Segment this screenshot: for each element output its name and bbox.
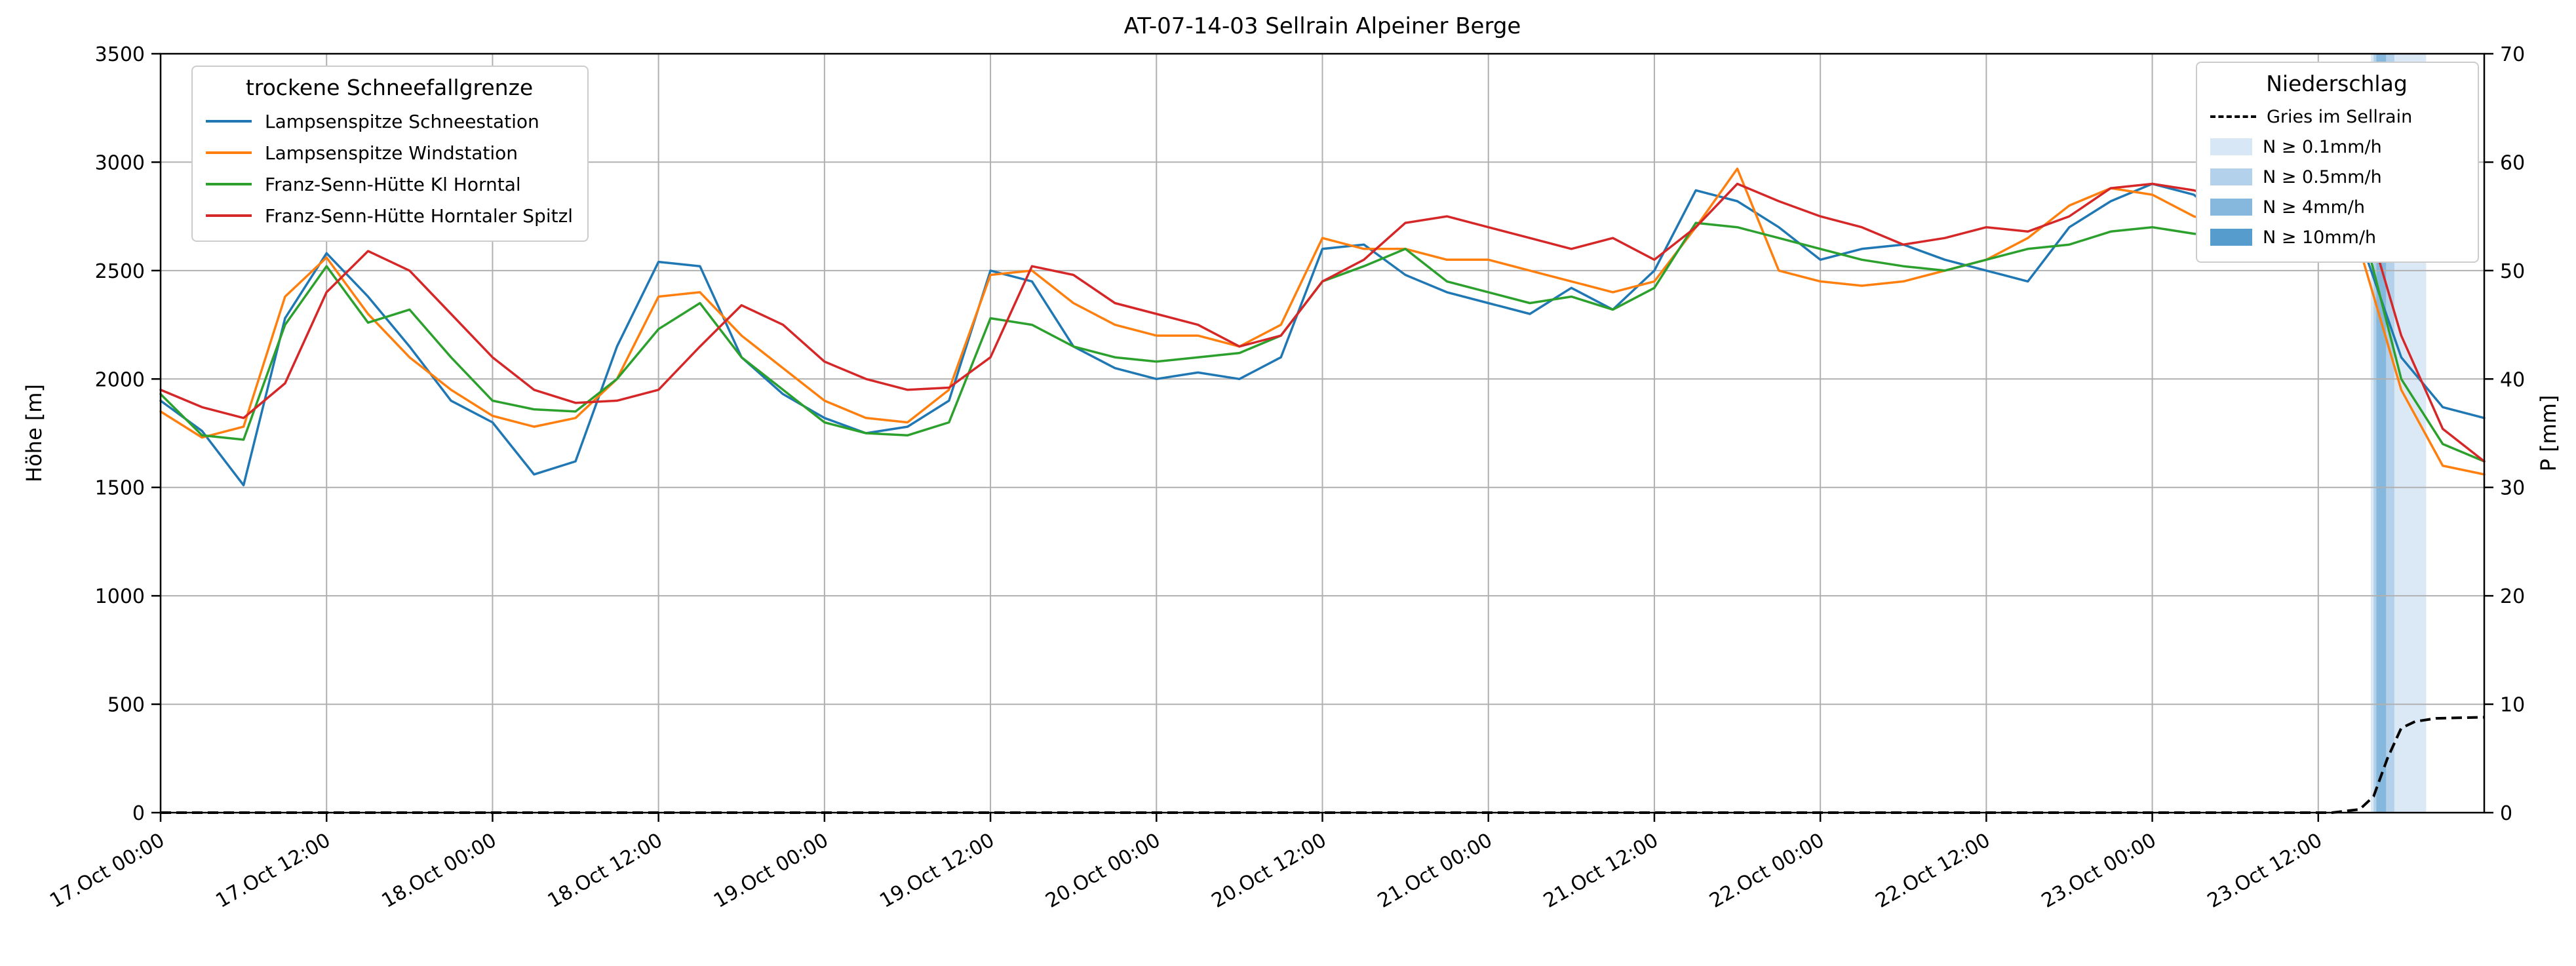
legend-snowline: trockene Schneefallgrenze Lampsenspitze … — [191, 66, 589, 242]
x-tick-label: 19.Oct 12:00 — [876, 829, 998, 913]
legend-item-n10: N ≥ 10mm/h — [2210, 222, 2463, 252]
y-tick-label-left: 0 — [132, 802, 145, 825]
x-tick-label: 21.Oct 00:00 — [1374, 829, 1496, 913]
y-tick-label-right: 30 — [2500, 477, 2525, 500]
legend-item-horntaler-spitzl: Franz-Senn-Hütte Horntaler Spitzl — [206, 200, 573, 231]
x-tick-label: 23.Oct 00:00 — [2038, 829, 2160, 913]
legend-precip-title: Niederschlag — [2266, 71, 2408, 96]
legend-item-n01: N ≥ 0.1mm/h — [2210, 132, 2463, 162]
y-tick-label-left: 2000 — [95, 368, 145, 391]
patch-swatch-icon — [2210, 168, 2252, 185]
y-tick-label-left: 1000 — [95, 585, 145, 608]
patch-swatch-icon — [2210, 199, 2252, 216]
y-tick-label-left: 3500 — [95, 43, 145, 66]
legend-item-n05: N ≥ 0.5mm/h — [2210, 162, 2463, 192]
legend-snowline-title: trockene Schneefallgrenze — [245, 75, 534, 100]
line-swatch-icon — [206, 183, 252, 185]
legend-label: Gries im Sellrain — [2267, 106, 2413, 127]
y-tick-label-right: 60 — [2500, 151, 2525, 174]
legend-item-kl-horntal: Franz-Senn-Hütte Kl Horntal — [206, 168, 573, 200]
line-swatch-icon — [206, 214, 252, 217]
x-tick-label: 22.Oct 00:00 — [1706, 829, 1828, 913]
legend-precip: Niederschlag Gries im Sellrain N ≥ 0.1mm… — [2196, 62, 2479, 263]
x-tick-label: 19.Oct 00:00 — [710, 829, 832, 913]
line-swatch-icon — [206, 151, 252, 154]
chart-title: AT-07-14-03 Sellrain Alpeiner Berge — [1123, 13, 1521, 39]
legend-item-schneestation: Lampsenspitze Schneestation — [206, 106, 573, 137]
y-tick-label-right: 40 — [2500, 368, 2525, 391]
x-tick-label: 23.Oct 12:00 — [2204, 829, 2326, 913]
x-tick-label: 17.Oct 12:00 — [212, 829, 334, 913]
y-tick-label-right: 50 — [2500, 260, 2525, 283]
series-line-1 — [159, 167, 2486, 476]
x-tick-label: 22.Oct 12:00 — [1871, 829, 1994, 913]
y-axis-label-right: P [mm] — [2536, 395, 2561, 472]
legend-label: Franz-Senn-Hütte Kl Horntal — [265, 173, 521, 195]
legend-label: Lampsenspitze Schneestation — [265, 110, 539, 132]
y-axis-label-left: Höhe [m] — [22, 384, 47, 482]
y-tick-label-right: 70 — [2500, 43, 2525, 66]
y-tick-label-right: 0 — [2500, 802, 2512, 825]
y-tick-label-right: 10 — [2500, 694, 2525, 717]
legend-label: N ≥ 0.5mm/h — [2263, 166, 2382, 187]
series-line-0 — [159, 182, 2486, 487]
x-tick-label: 21.Oct 12:00 — [1540, 829, 1662, 913]
x-tick-label: 18.Oct 00:00 — [378, 829, 501, 913]
y-tick-label-left: 2500 — [95, 260, 145, 283]
patch-swatch-icon — [2210, 138, 2252, 155]
legend-item-windstation: Lampsenspitze Windstation — [206, 137, 573, 168]
line-swatch-icon — [206, 120, 252, 123]
legend-label: Franz-Senn-Hütte Horntaler Spitzl — [265, 204, 574, 227]
patch-swatch-icon — [2210, 229, 2252, 246]
x-tick-label: 20.Oct 00:00 — [1042, 829, 1164, 913]
y-tick-label-left: 500 — [107, 694, 145, 717]
legend-label: N ≥ 4mm/h — [2263, 197, 2365, 218]
x-tick-label: 17.Oct 00:00 — [46, 829, 168, 913]
legend-label: Lampsenspitze Windstation — [265, 142, 518, 164]
y-tick-label-right: 20 — [2500, 585, 2525, 608]
legend-item-gries: Gries im Sellrain — [2210, 102, 2463, 132]
series-line-3 — [159, 182, 2486, 463]
x-tick-label: 20.Oct 12:00 — [1208, 829, 1331, 913]
legend-label: N ≥ 10mm/h — [2263, 227, 2377, 248]
legend-label: N ≥ 0.1mm/h — [2263, 136, 2382, 157]
y-tick-label-left: 1500 — [95, 477, 145, 500]
y-tick-label-left: 3000 — [95, 151, 145, 174]
x-tick-label: 18.Oct 12:00 — [544, 829, 667, 913]
legend-item-n4: N ≥ 4mm/h — [2210, 192, 2463, 222]
dashed-line-swatch-icon — [2210, 115, 2256, 118]
